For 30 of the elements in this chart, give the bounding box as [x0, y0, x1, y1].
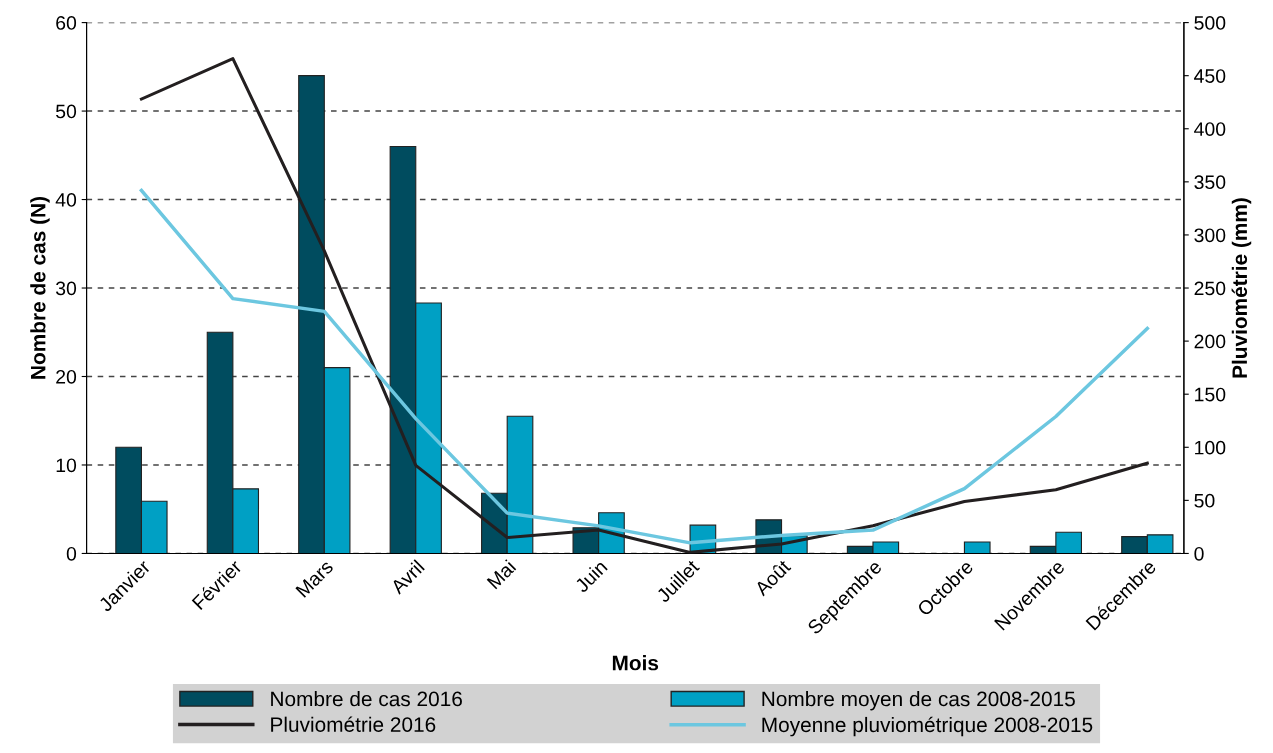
y2-tick-label: 150	[1195, 387, 1226, 402]
y-tick-label: 50	[55, 104, 77, 119]
line-series	[139, 188, 1150, 545]
y2-tick-label: 450	[1194, 69, 1226, 83]
x-tick-label: Juin	[573, 559, 608, 594]
y-tick-label: 10	[56, 458, 77, 473]
y2-tick-label: 250	[1194, 281, 1226, 296]
y2-tick-label: 0	[1194, 546, 1204, 561]
legend-label: Nombre moyen de cas 2008-2015	[762, 691, 1075, 711]
line-series	[139, 57, 1149, 554]
x-axis-title: Mois	[612, 655, 659, 671]
y2-tick-label: 350	[1194, 175, 1226, 190]
legend-label: Pluviométrie 2016	[271, 716, 436, 732]
bar	[963, 541, 991, 554]
y-tick-label: 60	[56, 16, 77, 30]
legend-label: Moyenne pluviométrique 2008-2015	[762, 716, 1093, 737]
y2-tick-label: 400	[1194, 122, 1226, 136]
y2-tick-label: 100	[1195, 440, 1226, 455]
y-tick-label: 20	[56, 369, 77, 384]
y2-tick-label: 200	[1194, 334, 1226, 349]
y-axis-title: Nombre de cas (N)	[30, 197, 50, 379]
y-tick-label: 30	[55, 281, 77, 296]
x-tick-label: Mai	[486, 559, 517, 590]
y-tick-label: 0	[66, 546, 77, 561]
y2-axis-title: Pluviométrie (mm)	[1231, 198, 1252, 378]
legend-label: Nombre de cas 2016	[271, 691, 462, 707]
y2-tick-label: 500	[1194, 16, 1226, 30]
y2-tick-label: 50	[1194, 493, 1215, 508]
y-tick-label: 40	[55, 193, 77, 207]
y2-tick-label: 300	[1194, 228, 1226, 243]
